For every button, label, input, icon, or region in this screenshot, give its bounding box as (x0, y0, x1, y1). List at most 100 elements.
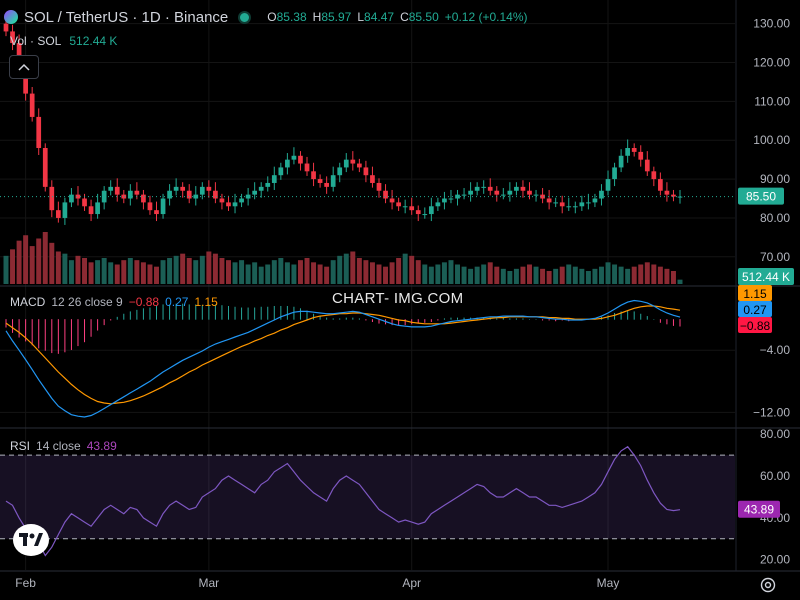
volume-bar (219, 258, 225, 284)
candle-body (383, 190, 388, 199)
volume-bar (520, 266, 526, 284)
volume-bar (435, 264, 441, 284)
candle-body (42, 148, 48, 187)
volume-bar (631, 266, 637, 284)
volume-bar (29, 246, 35, 284)
volume-bar (297, 260, 303, 284)
low-label: L (357, 10, 365, 24)
candle-body (180, 186, 186, 191)
time-tick-label: May (597, 576, 620, 590)
candle-body (448, 198, 454, 200)
volume-legend[interactable]: Vol · SOL 512.44 K (10, 34, 117, 48)
volume-bar (180, 253, 186, 284)
volume-badge-label: 512.44 K (742, 270, 790, 284)
volume-bar (409, 255, 415, 284)
volume-bar (533, 266, 539, 284)
volume-bar (271, 260, 277, 284)
candle-body (160, 198, 166, 215)
candle-body (415, 210, 421, 215)
time-tick-label: Feb (15, 576, 36, 590)
volume-bar (206, 251, 212, 284)
volume-bar (101, 258, 107, 284)
volume-bar (114, 264, 120, 284)
macd-line (5, 299, 681, 418)
volume-bar (23, 235, 29, 284)
volume-bar (651, 264, 657, 284)
candle-body (389, 198, 395, 203)
candle-body (141, 194, 146, 203)
volume-bar (461, 266, 467, 284)
volume-bar (559, 266, 565, 284)
last-price-label: 85.50 (746, 190, 776, 204)
volume-bar (82, 258, 88, 284)
volume-bar (317, 264, 323, 284)
volume-bar (147, 264, 153, 284)
candle-body (402, 206, 408, 208)
candle-body (147, 202, 153, 211)
volume-bar (154, 266, 159, 284)
volume-bar (134, 260, 140, 284)
volume-bar (481, 264, 487, 284)
candle-body (527, 190, 532, 195)
volume-bar (356, 258, 362, 284)
volume-bar (363, 260, 369, 284)
candle-body (566, 206, 572, 208)
rsi-legend[interactable]: RSI 14 close 43.89 (10, 439, 117, 453)
volume-bar (199, 255, 205, 284)
rsi-legend-label: RSI (10, 439, 31, 453)
macd-legend[interactable]: MACD 12 26 close 9 −0.88 0.27 1.15 (10, 295, 218, 309)
volume-bar (291, 264, 297, 284)
signal-badge (738, 285, 772, 301)
macd-badge (738, 301, 772, 317)
volume-bar (572, 266, 578, 284)
volume-bar (252, 262, 258, 284)
volume-legend-value: 512.44 K (69, 34, 118, 48)
candle-body (304, 163, 310, 172)
collapse-legend-button[interactable] (9, 55, 39, 79)
volume-bar (428, 266, 434, 284)
volume-bar (376, 264, 382, 284)
time-axis[interactable]: Feb Mar Apr May (15, 576, 619, 590)
tradingview-logo-icon[interactable] (13, 524, 49, 556)
volume-bar (468, 268, 474, 284)
symbol-title[interactable]: SOL / TetherUS · 1D · Binance (24, 8, 229, 26)
candle-body (514, 186, 519, 191)
candle-body (193, 194, 199, 199)
candle-body (553, 202, 559, 204)
volume-bar (566, 264, 572, 284)
volume-bar (383, 266, 389, 284)
volume-badge (738, 268, 794, 285)
volume-bar (494, 266, 500, 284)
volume-bar (278, 258, 284, 284)
price-tick-label: 130.00 (753, 17, 790, 31)
volume-bar (212, 253, 218, 284)
volume-bar (55, 251, 61, 284)
rsi-band-area (0, 454, 735, 540)
volume-bar (415, 260, 421, 284)
candle-body (199, 186, 205, 195)
candle-body (559, 202, 565, 207)
volume-bar (422, 264, 428, 284)
candle-body (114, 186, 120, 195)
rsi-legend-params: 14 close (36, 439, 81, 453)
volume-bar (88, 262, 94, 284)
close-value: 85.50 (408, 10, 439, 24)
candle-body (468, 190, 473, 195)
candle-body (36, 116, 42, 148)
candle-body (481, 186, 487, 188)
volume-bar (330, 260, 336, 284)
candle-body (599, 190, 604, 199)
gear-icon[interactable] (759, 576, 777, 594)
volume-bar (304, 258, 310, 284)
candle-body (167, 190, 172, 199)
volume-bar (487, 262, 493, 284)
candle-body (546, 198, 552, 203)
price-axis[interactable]: 70.00 80.00 90.00 100.00 110.00 120.00 130.00 8… (738, 17, 794, 567)
volume-bar (311, 262, 317, 284)
ohlc-values: O 85.38 H 85.97 L 84.47 C 85.50 +0.12 (+0.14… (261, 10, 527, 24)
rsi-legend-value: 43.89 (86, 439, 117, 453)
candle-body (586, 202, 591, 204)
volume-bar (108, 262, 114, 284)
market-status-icon (238, 10, 252, 24)
